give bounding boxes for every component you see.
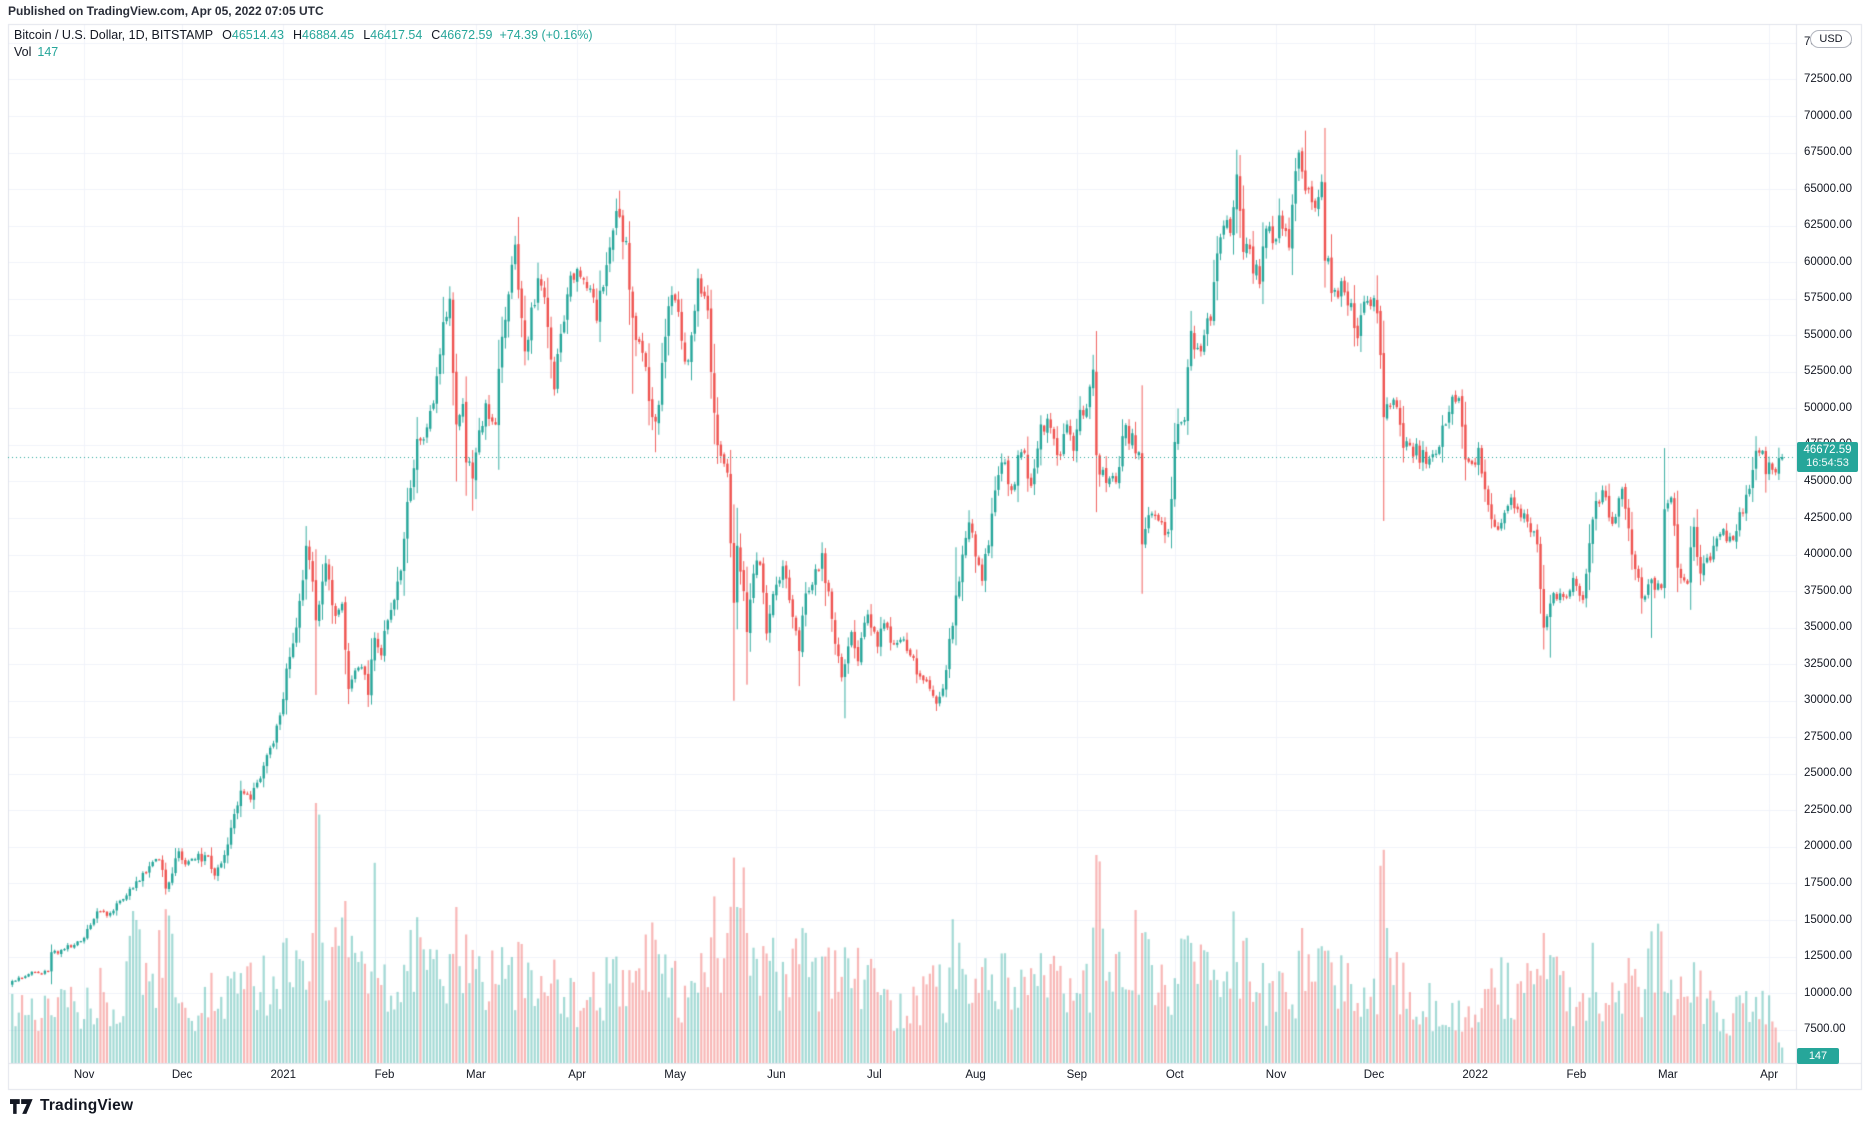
currency-badge: USD [1810,30,1852,48]
price-axis-label: 35000.00 [1804,621,1852,634]
price-axis-label: 40000.00 [1804,548,1852,561]
price-axis-label: 30000.00 [1804,694,1852,707]
chart-legend: Bitcoin / U.S. Dollar, 1D, BITSTAMP O4651… [14,28,593,59]
time-axis-label: Dec [1363,1069,1385,1081]
time-axis-label: 2022 [1462,1069,1488,1081]
price-axis-label: 70000.00 [1804,109,1852,122]
price-axis-label: 20000.00 [1804,840,1852,853]
time-axis-label: Mar [1657,1069,1678,1081]
tradingview-logo-icon [10,1098,33,1114]
price-change: +74.39 (+0.16%) [499,28,593,42]
price-axis-label: 50000.00 [1804,401,1852,414]
ohlc-low: L46417.54 [363,28,423,42]
time-axis-label: Mar [466,1069,486,1081]
price-axis-label: 72500.00 [1804,72,1852,85]
published-caption: Published on TradingView.com, Apr 05, 20… [8,4,324,18]
price-axis-label: 45000.00 [1804,474,1852,487]
price-axis-label: 60000.00 [1804,255,1852,268]
price-axis-label: 65000.00 [1804,182,1852,195]
price-axis-label: 67500.00 [1804,146,1852,159]
time-axis-label: May [664,1069,687,1081]
ohlc-close: C46672.59 [431,28,493,42]
volume-legend-label: Vol [14,45,32,59]
price-axis-label: 42500.00 [1804,511,1852,524]
price-axis-label: 10000.00 [1804,986,1852,999]
time-axis-label: Nov [1265,1069,1287,1081]
price-axis-label: 32500.00 [1804,657,1852,670]
price-axis-label: 25000.00 [1804,767,1852,780]
time-axis-label: Jul [866,1069,882,1081]
price-axis-label: 27500.00 [1804,730,1852,743]
time-axis-label: Apr [568,1069,587,1081]
price-axis-label: 7500.00 [1804,1023,1846,1036]
time-axis-label: Apr [1760,1069,1779,1081]
time-axis-label: Nov [73,1069,95,1081]
tradingview-brand-text: TradingView [40,1097,134,1114]
time-axis-label: Oct [1165,1069,1184,1081]
time-axis-label: Sep [1066,1069,1088,1081]
bar-countdown: 16:54:53 [1806,457,1849,470]
symbol-title: Bitcoin / U.S. Dollar, 1D, BITSTAMP [14,28,214,42]
volume-legend-value: 147 [37,45,59,59]
time-axis-label: Feb [1566,1069,1587,1081]
price-axis-label: 62500.00 [1804,219,1852,232]
price-axis-label: 15000.00 [1804,913,1852,926]
current-price-tag: 46672.59 16:54:53 [1797,442,1858,473]
price-axis-label: 57500.00 [1804,292,1852,305]
ohlc-high: H46884.45 [293,28,355,42]
tradingview-footer-link[interactable]: TradingView [10,1097,133,1115]
current-price-value: 46672.59 [1803,444,1852,457]
price-axis-label: 52500.00 [1804,365,1852,378]
time-axis-label: Aug [965,1069,986,1081]
current-volume-tag: 147 [1797,1048,1839,1064]
price-axis-label: 17500.00 [1804,876,1852,889]
time-axis-label: 2021 [270,1069,297,1081]
ohlc-open: O46514.43 [222,28,285,42]
price-axis-label: 12500.00 [1804,950,1852,963]
time-axis-label: Dec [171,1069,193,1081]
price-axis-label: 37500.00 [1804,584,1852,597]
time-axis-label: Feb [374,1069,395,1081]
time-axis-label: Jun [767,1069,786,1081]
price-axis-label: 22500.00 [1804,803,1852,816]
price-axis-label: 55000.00 [1804,328,1852,341]
